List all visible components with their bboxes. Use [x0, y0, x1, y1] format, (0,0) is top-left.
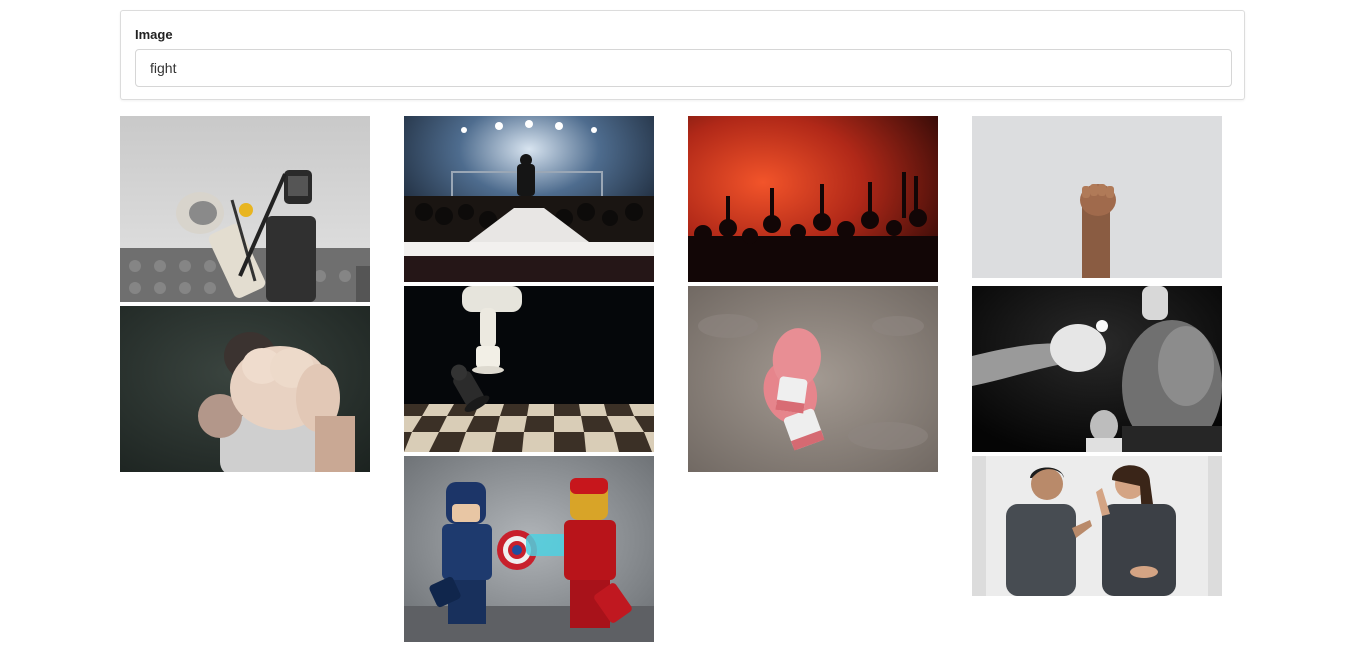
image-boxing-ring-entrance[interactable]: [404, 116, 654, 282]
image-lego-fencers[interactable]: [120, 116, 370, 302]
image-couple-arguing[interactable]: [972, 456, 1222, 596]
image-boxer-punch-bw[interactable]: [972, 286, 1222, 452]
search-input[interactable]: [135, 49, 1232, 87]
image-boxing-gloves-on-concrete[interactable]: [688, 286, 938, 472]
image-lego-captain-america-vs-iron-man[interactable]: [404, 456, 654, 642]
image-raised-fist[interactable]: [972, 116, 1222, 278]
image-chess-knockdown[interactable]: [404, 286, 654, 452]
image-fist-punch[interactable]: [120, 306, 370, 472]
search-label: Image: [135, 27, 173, 42]
search-card: Image: [120, 10, 1245, 100]
image-red-smoke-crowd[interactable]: [688, 116, 938, 282]
